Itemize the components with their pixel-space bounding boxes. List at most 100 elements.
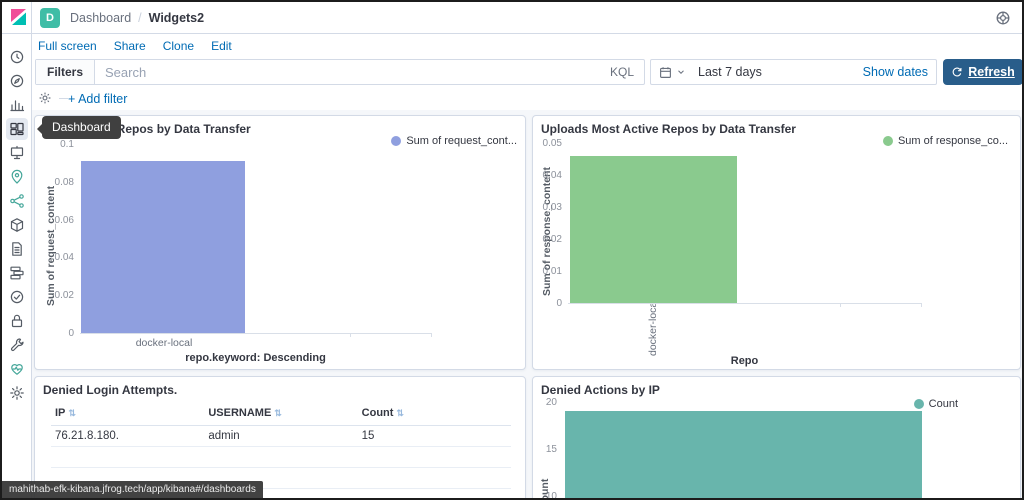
calendar-icon[interactable] [659, 66, 672, 79]
sidebar-item-stack-monitoring[interactable] [6, 358, 28, 380]
panel-title[interactable]: Denied Login Attempts. [43, 383, 178, 397]
chart-legend[interactable]: Sum of request_cont... [391, 135, 517, 147]
sidebar-item-canvas[interactable] [6, 142, 28, 164]
table-sort-count[interactable]: Count ⇅ [357, 403, 511, 426]
sidebar-item-discover[interactable] [6, 70, 28, 92]
bar-docker-local[interactable] [570, 155, 737, 303]
panel-title[interactable]: Uploads Most Active Repos by Data Transf… [541, 122, 796, 136]
bar-value[interactable] [565, 411, 922, 498]
sidebar-item-infrastructure[interactable] [6, 214, 28, 236]
legend-label: Count [928, 398, 958, 410]
x-category-label: docker-local [135, 337, 193, 349]
y-axis-tick: 0.02 [542, 234, 562, 245]
show-dates-link[interactable]: Show dates [862, 65, 928, 79]
date-picker: Last 7 days Show dates [650, 59, 937, 85]
refresh-button[interactable]: Refresh [943, 59, 1022, 85]
sidebar-item-logs[interactable] [6, 238, 28, 260]
nav-tooltip: Dashboard [37, 116, 121, 139]
chart-legend[interactable]: Count [913, 398, 958, 410]
sidebar-item-dev-tools[interactable] [6, 334, 28, 356]
sidebar-item-uptime[interactable] [6, 286, 28, 308]
panel-title[interactable]: Denied Actions by IP [541, 383, 660, 397]
add-filter-link[interactable]: + Add filter [68, 92, 128, 106]
status-bar-url: mahithab-efk-kibana.jfrog.tech/app/kiban… [2, 481, 263, 498]
sidebar-item-management[interactable] [6, 382, 28, 404]
table-row-empty [51, 446, 511, 468]
search-input[interactable] [95, 64, 600, 80]
sort-arrows-icon: ⇅ [396, 408, 404, 418]
toolbar-link-share[interactable]: Share [113, 39, 146, 53]
y-axis-tick: 10 [545, 491, 557, 500]
panel-title[interactable]: ve Repos by Data Transfer [100, 122, 251, 136]
bar-docker-local[interactable] [81, 161, 245, 333]
breadcrumb-dashboard[interactable]: Dashboard [70, 10, 132, 25]
y-axis-title: Sum of request_content [45, 185, 57, 306]
y-axis-tick: 0.02 [54, 290, 74, 302]
denied-logins-table: IP ⇅ USERNAME ⇅ Count ⇅ 76.21.8.180. admin 15 [51, 403, 511, 498]
sort-arrows-icon: ⇅ [274, 408, 282, 418]
chart-legend[interactable]: Sum of response_co... [882, 135, 1008, 147]
wrench-icon [10, 338, 24, 352]
sidebar-item-recently-viewed[interactable] [6, 46, 28, 68]
table-body: 76.21.8.180. admin 15 [51, 425, 511, 498]
y-axis-tick: 0.08 [54, 176, 74, 188]
x-axis-tick [431, 333, 432, 337]
kibana-logo-icon[interactable] [9, 8, 28, 27]
space-badge[interactable]: D [40, 8, 60, 28]
y-axis-tick: 15 [545, 444, 557, 455]
filter-options-gear-icon[interactable] [38, 91, 52, 105]
table-cell: admin [204, 425, 358, 447]
table-sort-ip[interactable]: IP ⇅ [51, 403, 205, 426]
panel-downloads-most-active-repos: ve Repos by Data Transfer Sum of request… [34, 115, 526, 370]
sidebar-item-apm[interactable] [6, 262, 28, 284]
table-cell: 76.21.8.180. [51, 425, 205, 447]
topbar-divider [31, 2, 32, 33]
sidebar-item-machine-learning[interactable] [6, 190, 28, 212]
clock-check-icon [10, 290, 24, 304]
panel-uploads-most-active-repos: Uploads Most Active Repos by Data Transf… [532, 115, 1021, 370]
table-row[interactable]: 76.21.8.180. admin 15 [51, 425, 511, 447]
help-icon[interactable] [995, 10, 1011, 26]
breadcrumb: Dashboard / Widgets2 [70, 2, 204, 33]
toolbar-link-clone[interactable]: Clone [162, 39, 195, 53]
dashboard-toolbar: Full screen Share Clone Edit [38, 34, 232, 58]
x-axis-title: Repo [730, 355, 759, 367]
app-nav-sidebar [2, 34, 32, 498]
legend-dot [882, 136, 893, 146]
toolbar-link-edit[interactable]: Edit [211, 39, 232, 53]
gear-icon [10, 386, 24, 400]
y-axis-tick: 0.04 [54, 252, 74, 264]
time-range-value[interactable]: Last 7 days [698, 65, 762, 79]
filters-button[interactable]: Filters [36, 60, 96, 84]
x-axis-tick [921, 303, 922, 307]
legend-dot [913, 399, 924, 409]
dashboard-grid-icon [10, 122, 24, 136]
y-axis-tick: 0.04 [542, 170, 562, 181]
sidebar-item-dashboard[interactable] [6, 118, 28, 140]
map-pin-icon [11, 169, 23, 184]
y-axis-tick: 0.05 [542, 138, 562, 149]
sidebar-item-siem[interactable] [6, 310, 28, 332]
sidebar-item-maps[interactable] [6, 166, 28, 188]
kql-selector[interactable]: KQL [609, 65, 634, 79]
y-axis-tick: 20 [545, 397, 557, 408]
y-axis-tick: 0.01 [542, 266, 562, 277]
chevron-down-icon[interactable] [676, 67, 686, 77]
document-icon [12, 242, 22, 256]
x-axis-tick [839, 303, 841, 307]
sidebar-item-visualize[interactable] [6, 94, 28, 116]
top-bar: D Dashboard / Widgets2 [2, 2, 1022, 34]
y-axis-tick: 0.06 [54, 214, 74, 226]
bar-chart-icon [10, 100, 25, 112]
legend-dot [391, 136, 402, 146]
table-cell: 15 [357, 425, 511, 447]
easel-icon [10, 145, 24, 160]
compass-icon [10, 74, 24, 88]
x-axis-line [568, 303, 921, 304]
filter-row-divider [59, 98, 68, 99]
toolbar-link-full-screen[interactable]: Full screen [38, 39, 97, 53]
y-axis-tick: 0.03 [542, 202, 562, 213]
y-axis-tick: 0 [68, 328, 74, 339]
table-sort-username[interactable]: USERNAME ⇅ [204, 403, 358, 426]
